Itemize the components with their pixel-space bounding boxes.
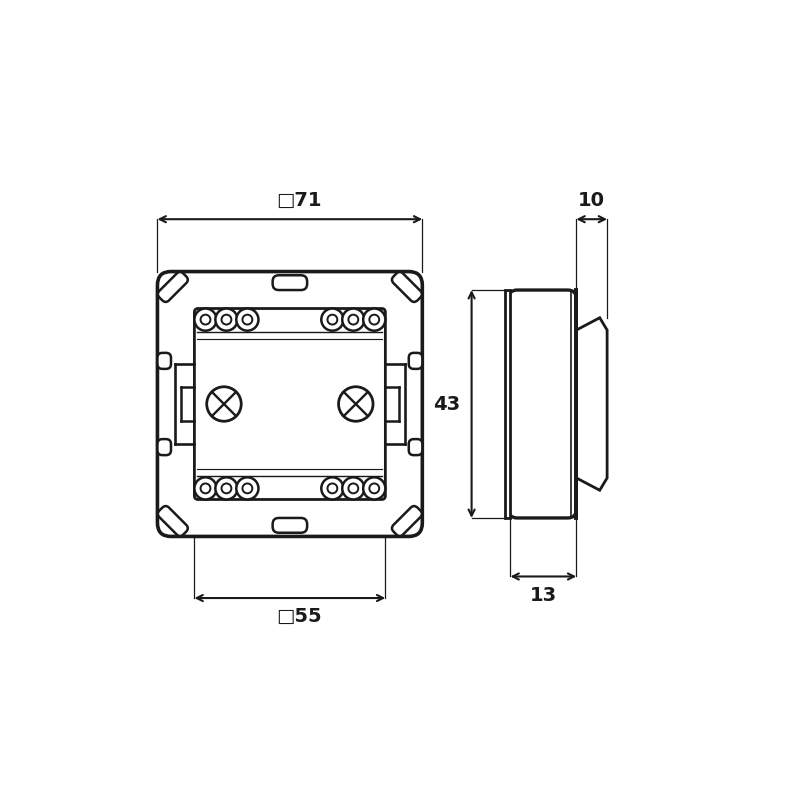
FancyBboxPatch shape: [392, 506, 422, 536]
Circle shape: [370, 314, 379, 325]
Circle shape: [349, 314, 358, 325]
Text: □71: □71: [276, 191, 322, 210]
Circle shape: [236, 309, 258, 330]
Circle shape: [363, 309, 386, 330]
Circle shape: [242, 314, 252, 325]
FancyBboxPatch shape: [158, 439, 171, 455]
Text: 43: 43: [434, 394, 461, 414]
Text: 13: 13: [530, 586, 557, 605]
Circle shape: [327, 483, 338, 494]
FancyBboxPatch shape: [158, 506, 188, 536]
Circle shape: [194, 478, 217, 499]
Circle shape: [349, 483, 358, 494]
FancyBboxPatch shape: [158, 271, 422, 537]
FancyBboxPatch shape: [409, 439, 422, 455]
Circle shape: [342, 478, 365, 499]
Circle shape: [201, 314, 210, 325]
Bar: [506, 290, 510, 518]
Circle shape: [222, 483, 231, 494]
Circle shape: [342, 309, 365, 330]
Circle shape: [215, 309, 238, 330]
FancyBboxPatch shape: [273, 275, 307, 290]
Circle shape: [327, 314, 338, 325]
Circle shape: [322, 309, 343, 330]
Circle shape: [215, 478, 238, 499]
Polygon shape: [576, 290, 607, 518]
FancyBboxPatch shape: [194, 309, 386, 499]
Text: □55: □55: [276, 607, 322, 626]
Circle shape: [222, 314, 231, 325]
Circle shape: [236, 478, 258, 499]
FancyBboxPatch shape: [158, 272, 188, 302]
FancyBboxPatch shape: [273, 518, 307, 533]
FancyBboxPatch shape: [392, 272, 422, 302]
FancyBboxPatch shape: [409, 353, 422, 369]
Circle shape: [322, 478, 343, 499]
Circle shape: [242, 483, 252, 494]
Circle shape: [201, 483, 210, 494]
FancyBboxPatch shape: [158, 353, 171, 369]
FancyBboxPatch shape: [509, 290, 576, 518]
Circle shape: [370, 483, 379, 494]
Circle shape: [338, 386, 373, 422]
Circle shape: [363, 478, 386, 499]
Circle shape: [194, 309, 217, 330]
Text: 10: 10: [578, 191, 606, 210]
Circle shape: [206, 386, 242, 422]
